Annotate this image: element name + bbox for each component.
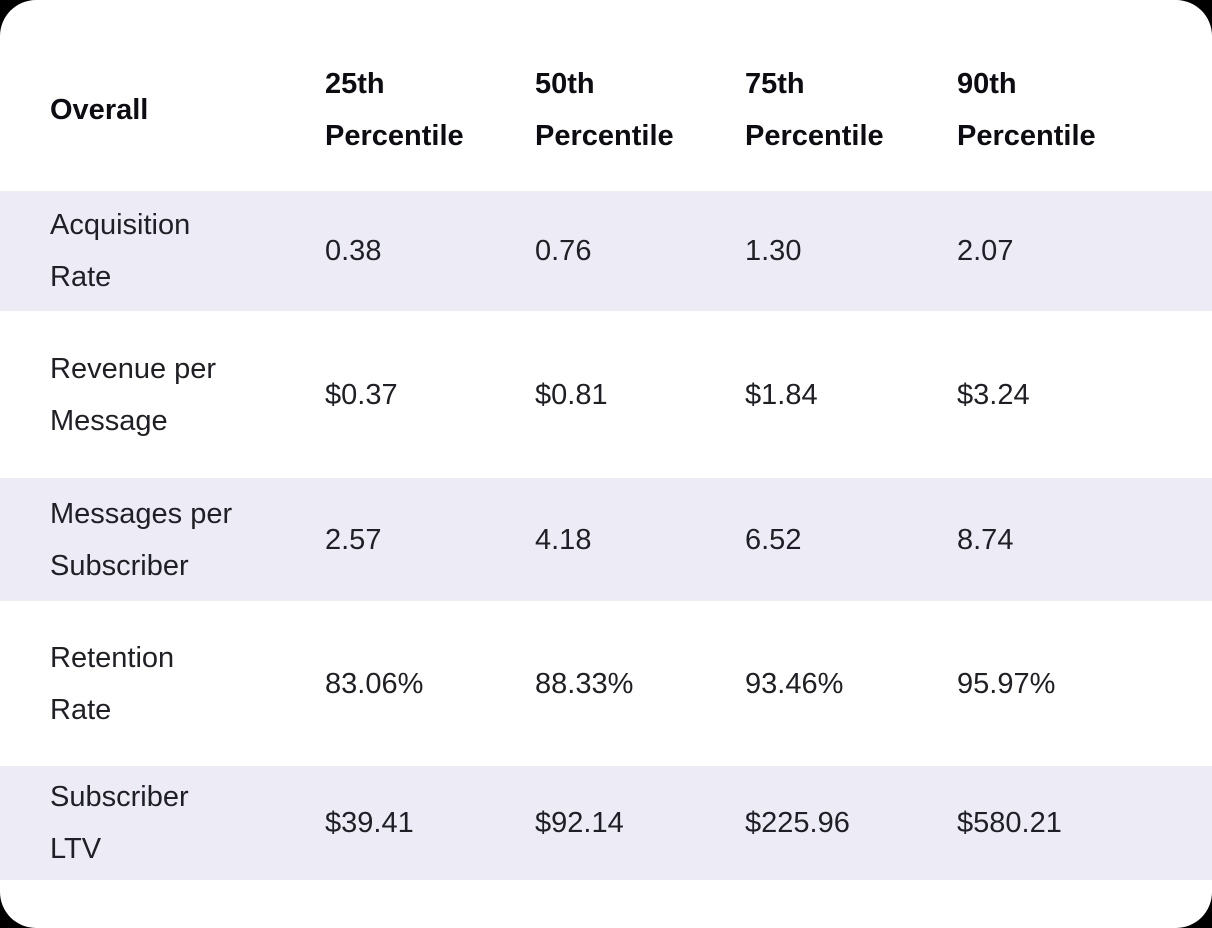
metric-value: $0.37	[325, 378, 398, 411]
metric-value: $225.96	[745, 807, 850, 839]
metric-value: $580.21	[957, 807, 1062, 839]
metric-value: 88.33%	[535, 667, 634, 700]
metric-value: $92.14	[535, 807, 624, 839]
metric-value: 1.30	[745, 235, 802, 267]
metric-label: Retention Rate	[50, 641, 175, 726]
metric-value: 93.46%	[745, 667, 844, 700]
column-header-overall: Overall	[50, 93, 149, 126]
metric-value: 4.18	[535, 523, 592, 556]
metric-label: Subscriber LTV	[50, 781, 189, 865]
table-header-row: Overall 25th Percentile 50th Percentile …	[0, 28, 1212, 191]
metric-value: $1.84	[745, 378, 818, 411]
table-row-acquisition-rate: Acquisition Rate 0.38 0.76 1.30 2.07	[0, 191, 1212, 311]
metric-label: Acquisition Rate	[50, 209, 191, 293]
column-header-50th-percentile: 50th Percentile	[535, 67, 674, 152]
metric-value: $39.41	[325, 807, 414, 839]
table-row-revenue-per-message: Revenue per Message $0.37 $0.81 $1.84 $3…	[0, 311, 1212, 478]
metric-value: 2.57	[325, 523, 382, 556]
metric-value: $3.24	[957, 378, 1030, 411]
table-row-retention-rate: Retention Rate 83.06% 88.33% 93.46% 95.9…	[0, 601, 1212, 766]
metric-label: Messages per Subscriber	[50, 497, 233, 582]
metric-value: 2.07	[957, 235, 1014, 267]
metric-value: $0.81	[535, 378, 608, 411]
metric-value: 0.38	[325, 235, 382, 267]
metric-value: 8.74	[957, 523, 1014, 556]
column-header-90th-percentile: 90th Percentile	[957, 67, 1096, 152]
metric-value: 95.97%	[957, 667, 1056, 700]
table-row-messages-per-subscriber: Messages per Subscriber 2.57 4.18 6.52 8…	[0, 478, 1212, 601]
column-header-25th-percentile: 25th Percentile	[325, 67, 464, 152]
metric-value: 0.76	[535, 235, 592, 267]
percentile-stats-table: Overall 25th Percentile 50th Percentile …	[0, 28, 1212, 880]
column-header-75th-percentile: 75th Percentile	[745, 67, 884, 152]
metric-value: 6.52	[745, 523, 802, 556]
table-row-subscriber-ltv: Subscriber LTV $39.41 $92.14 $225.96 $58…	[0, 766, 1212, 880]
metric-value: 83.06%	[325, 667, 424, 700]
metric-label: Revenue per Message	[50, 352, 217, 437]
